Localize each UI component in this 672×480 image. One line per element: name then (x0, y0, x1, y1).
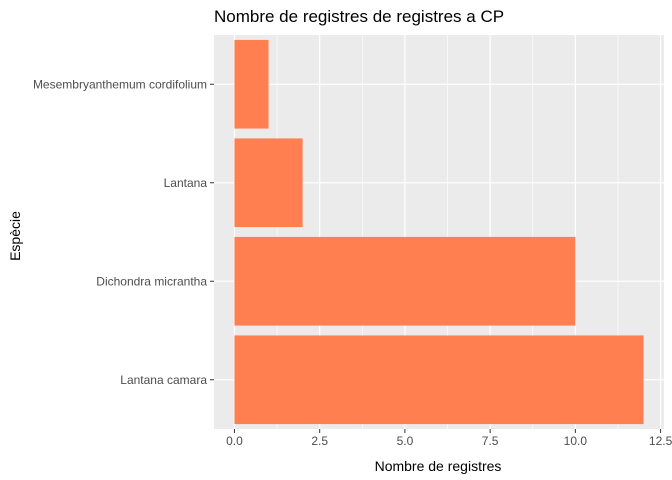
x-tick-label: 0.0 (226, 434, 243, 448)
x-tick-label: 7.5 (482, 434, 499, 448)
x-axis-title: Nombre de registres (375, 458, 502, 474)
y-tick-label: Lantana (164, 176, 208, 190)
bar (234, 236, 576, 326)
y-tick-label: Mesembryanthemum cordifolium (33, 77, 207, 91)
x-tick-label: 2.5 (311, 434, 328, 448)
y-axis-title: Espècie (7, 211, 23, 261)
chart-title: Nombre de registres de registres a CP (214, 7, 504, 26)
bars (234, 39, 644, 425)
x-tick-label: 5.0 (397, 434, 414, 448)
bar (234, 335, 644, 425)
x-tick-label: 10.0 (564, 434, 588, 448)
bar (234, 39, 269, 129)
y-axis-ticks: Lantana camara Dichondra micrantha Lantana… (33, 77, 214, 387)
x-tick-label: 12.5 (649, 434, 672, 448)
bar (234, 138, 303, 228)
x-axis-ticks: 0.0 2.5 5.0 7.5 10.0 12.5 (226, 429, 672, 448)
y-tick-label: Lantana camara (120, 373, 207, 387)
y-tick-label: Dichondra micrantha (96, 274, 207, 288)
